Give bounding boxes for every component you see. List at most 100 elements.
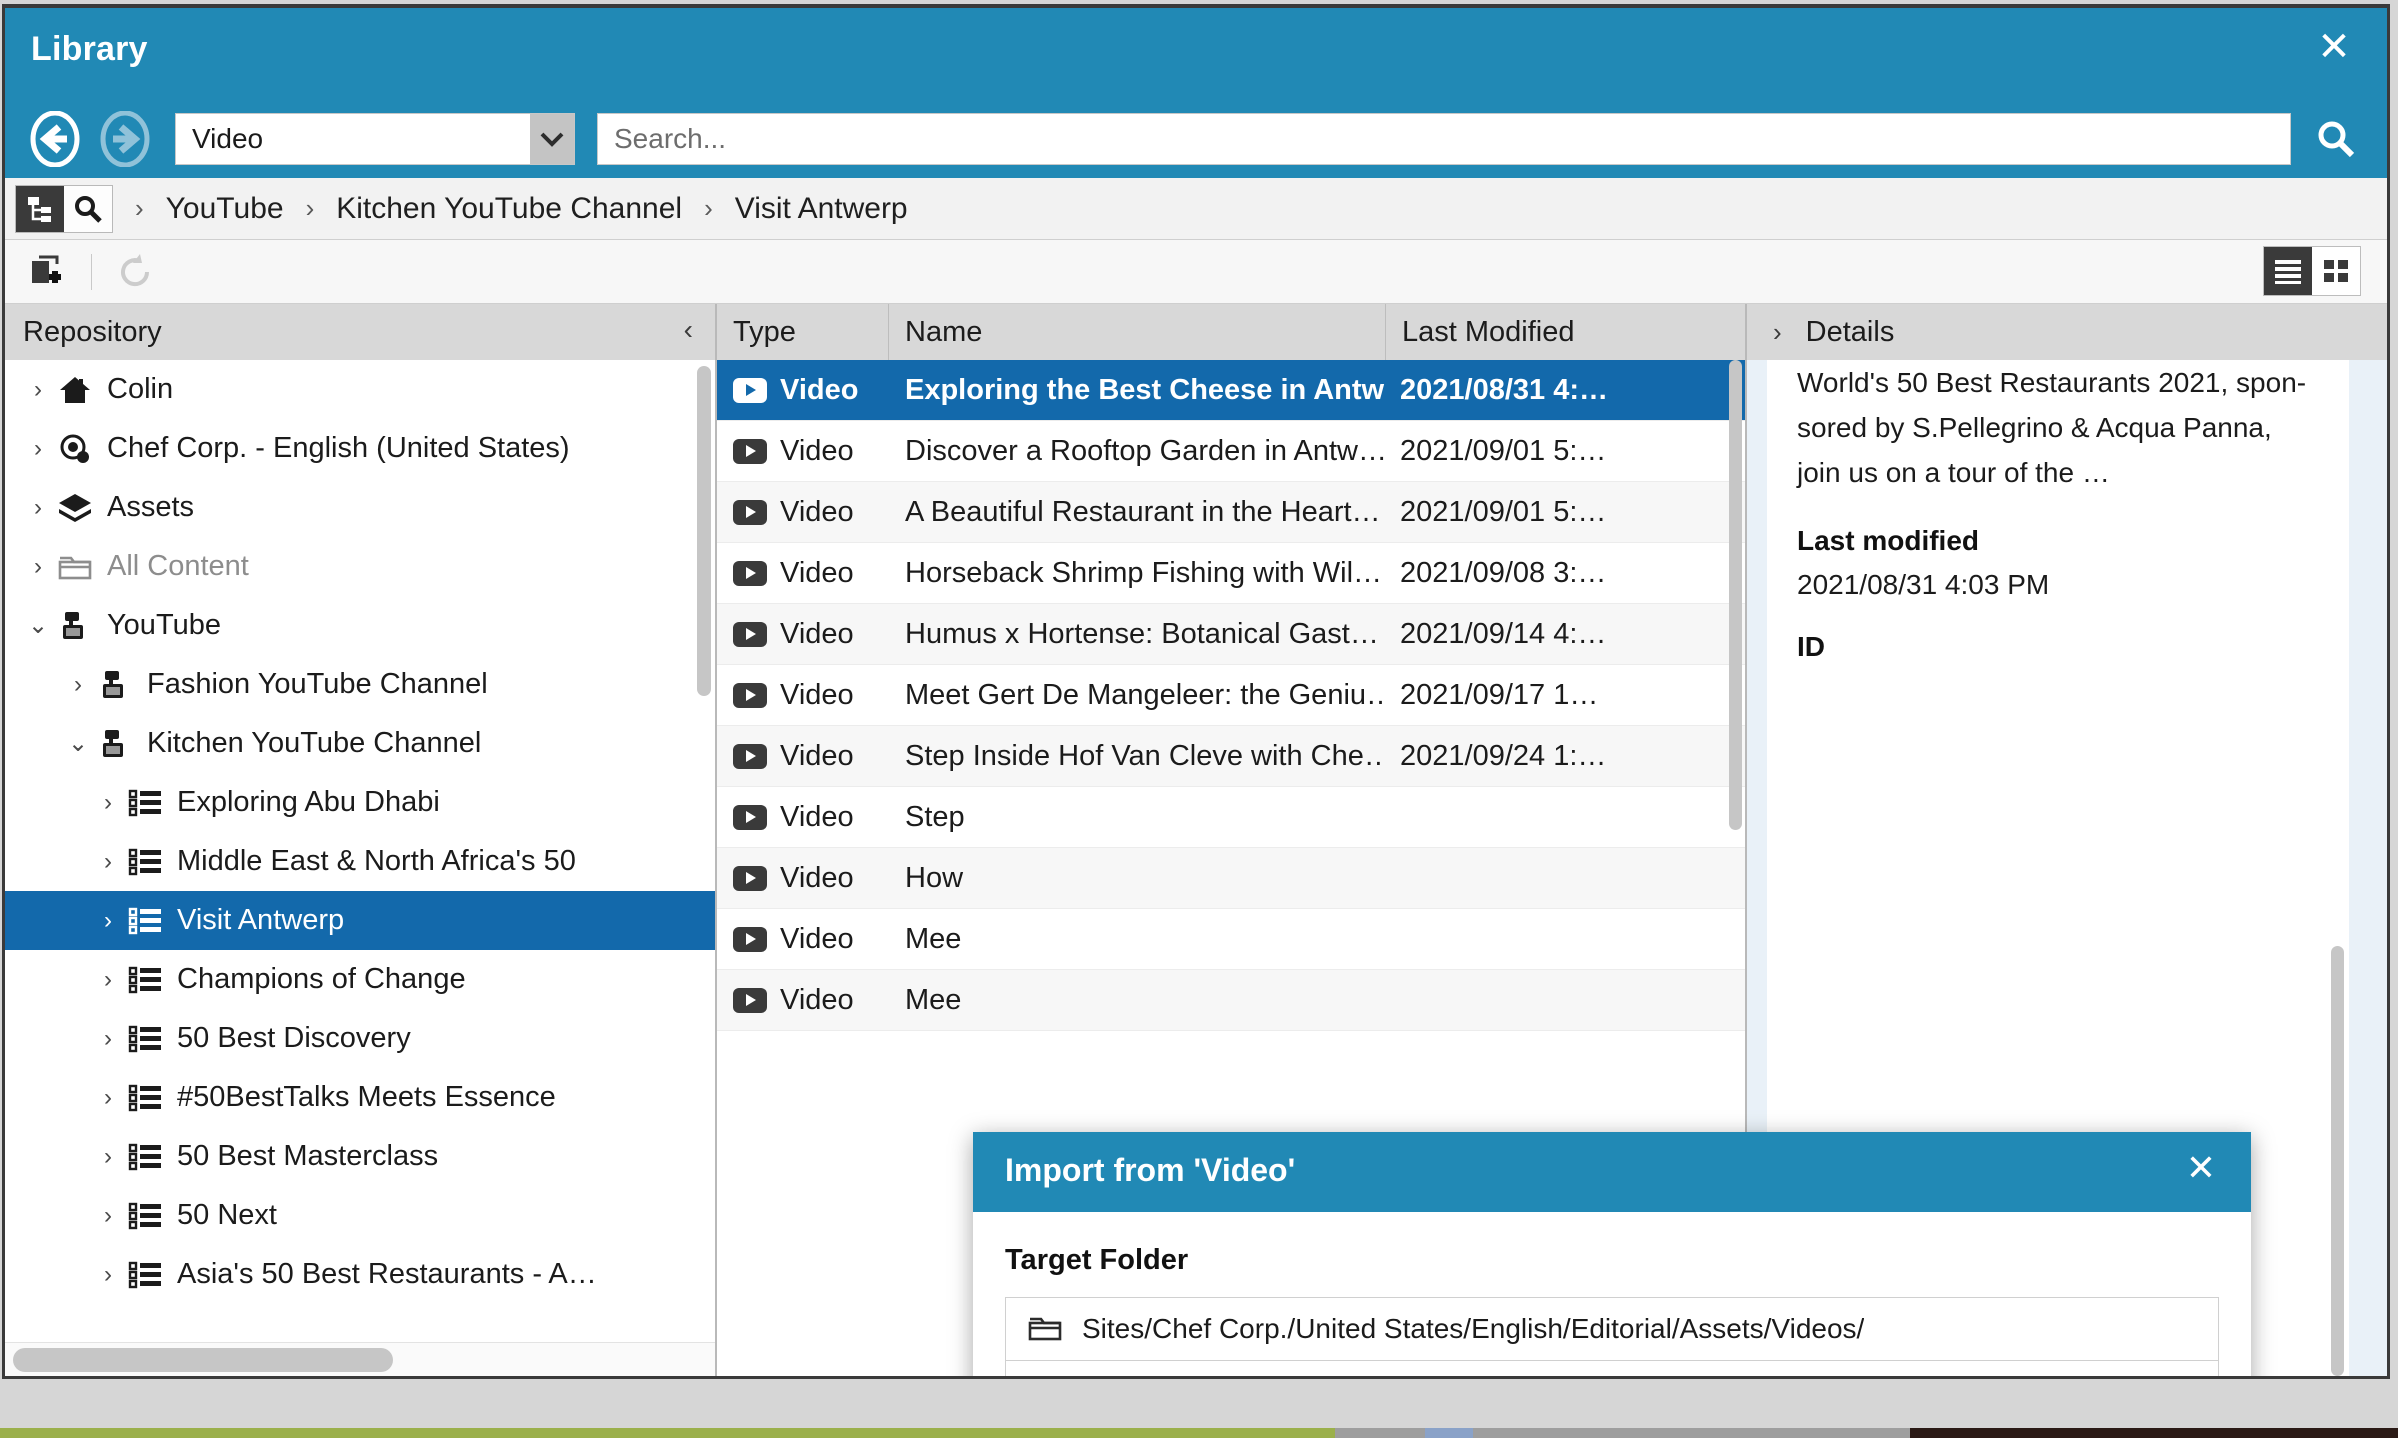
import-dialog-header: Import from 'Video' ✕ <box>973 1132 2251 1212</box>
chevron-down-icon[interactable]: ⌄ <box>27 612 49 639</box>
cell-last-modified-label: 2021/09/24 1:… <box>1400 739 1607 772</box>
cell-last-modified-label: 2021/09/14 4:… <box>1400 617 1607 650</box>
column-header-name[interactable]: Name <box>889 304 1386 360</box>
repository-tree-horizontal-scroll-track[interactable] <box>5 1342 715 1376</box>
table-row[interactable]: Video Step <box>717 787 1745 848</box>
table-row[interactable]: Video Meet Gert De Mangeleer: the Geniu… 2… <box>717 665 1745 726</box>
chevron-right-icon[interactable]: › <box>1773 316 1782 347</box>
search-icon[interactable] <box>64 185 112 232</box>
table-row[interactable]: Video Discover a Rooftop Garden in Antw… 2… <box>717 421 1745 482</box>
chevron-right-icon[interactable]: › <box>74 670 82 698</box>
chevron-right-icon[interactable]: › <box>34 434 42 462</box>
import-new-icon[interactable] <box>21 246 73 298</box>
chevron-right-icon[interactable]: › <box>104 965 112 993</box>
action-toolbar <box>5 240 2387 304</box>
target-folder-current[interactable]: Sites/Chef Corp./United States/English/E… <box>1006 1298 2218 1360</box>
tree-node-label: Middle East & North Africa's 50 <box>177 845 576 877</box>
breadcrumb-item-youtube[interactable]: YouTube <box>165 191 284 225</box>
table-row[interactable]: Video Mee <box>717 909 1745 970</box>
details-vertical-scrollbar[interactable] <box>2331 946 2344 1376</box>
file-list-header: Type Name Last Modified <box>717 304 1745 360</box>
tree-node[interactable]: › Middle East & North Africa's 50 <box>5 832 715 891</box>
tree-node[interactable]: › Chef Corp. - English (United States) <box>5 419 715 478</box>
file-list-vertical-scrollbar[interactable] <box>1729 360 1742 830</box>
tree-node[interactable]: › Colin <box>5 360 715 419</box>
details-title: Details <box>1805 315 1895 348</box>
file-list-body[interactable]: Video Exploring the Best Cheese in Antw… 2… <box>717 360 1745 1376</box>
tree-node[interactable]: › Assets <box>5 478 715 537</box>
chevron-left-icon[interactable]: ‹ <box>683 314 693 345</box>
repository-tree-vertical-scrollbar[interactable] <box>697 366 711 696</box>
chevron-right-icon[interactable]: › <box>104 1083 112 1111</box>
breadcrumb-item-kitchen-youtube-channel[interactable]: Kitchen YouTube Channel <box>336 191 683 225</box>
tree-node[interactable]: ⌄ YouTube <box>5 596 715 655</box>
cell-name: Step <box>889 801 1386 834</box>
forward-arrow-icon[interactable] <box>97 111 153 167</box>
cell-name: Meet Gert De Mangeleer: the Geniu… <box>889 679 1386 712</box>
search-icon[interactable] <box>2305 110 2367 168</box>
tree-node[interactable]: ⌄ Kitchen YouTube Channel <box>5 714 715 773</box>
type-select[interactable]: Video <box>175 113 575 165</box>
tree-node[interactable]: › 50 Next <box>5 1186 715 1245</box>
tree-node[interactable]: › Fashion YouTube Channel <box>5 655 715 714</box>
table-row[interactable]: Video Humus x Hortense: Botanical Gast… 20… <box>717 604 1745 665</box>
close-icon[interactable]: ✕ <box>2317 25 2351 69</box>
breadcrumb-separator: › <box>704 193 713 223</box>
cell-last-modified-label: 2021/08/31 4:… <box>1400 373 1608 406</box>
drag-handle-icon[interactable] <box>2162 1372 2198 1376</box>
table-row[interactable]: Video Exploring the Best Cheese in Antw… 2… <box>717 360 1745 421</box>
cell-name-label: Discover a Rooftop Garden in Antw… <box>905 434 1386 467</box>
cell-last-modified-label: 2021/09/08 3:… <box>1400 556 1607 589</box>
table-row[interactable]: Video Step Inside Hof Van Cleve with Che…… <box>717 726 1745 787</box>
column-header-last-modified[interactable]: Last Modified <box>1402 315 1575 348</box>
chevron-right-icon[interactable]: › <box>34 493 42 521</box>
tree-node[interactable]: › Champions of Change <box>5 950 715 1009</box>
chevron-right-icon[interactable]: › <box>104 1260 112 1288</box>
breadcrumb-item-visit-antwerp[interactable]: Visit Antwerp <box>734 191 908 225</box>
search-input[interactable]: Search... <box>597 113 2291 165</box>
chevron-right-icon[interactable]: › <box>104 1142 112 1170</box>
table-row[interactable]: Video How <box>717 848 1745 909</box>
cell-name: Horseback Shrimp Fishing with Wil… <box>889 557 1386 590</box>
chevron-right-icon[interactable]: › <box>104 1024 112 1052</box>
chevron-right-icon[interactable]: › <box>34 375 42 403</box>
chevron-right-icon[interactable]: › <box>34 552 42 580</box>
cell-name-label: Horseback Shrimp Fishing with Wil… <box>905 556 1383 589</box>
table-row[interactable]: Video Horseback Shrimp Fishing with Wil… 2… <box>717 543 1745 604</box>
chevron-right-icon[interactable]: › <box>104 906 112 934</box>
table-row[interactable]: Video A Beautiful Restaurant in the Heart… <box>717 482 1745 543</box>
folder-search-input[interactable]: Type here to search or drag and drop a f… <box>1006 1360 2218 1376</box>
refresh-icon[interactable] <box>110 246 162 298</box>
table-row[interactable]: Video Mee <box>717 970 1745 1031</box>
tree-node[interactable]: › #50BestTalks Meets Essence <box>5 1068 715 1127</box>
tree-node[interactable]: › Visit Antwerp <box>5 891 715 950</box>
globe-user-icon <box>53 433 97 465</box>
cell-type: Video <box>717 374 889 407</box>
taskbar-strip <box>0 1428 2398 1438</box>
tree-node[interactable]: › Exploring Abu Dhabi <box>5 773 715 832</box>
repository-tree[interactable]: › Colin › Chef Corp. - English (United Stat… <box>5 360 715 1342</box>
chevron-right-icon[interactable]: › <box>104 847 112 875</box>
tree-node[interactable]: › Asia's 50 Best Restaurants - A… <box>5 1245 715 1304</box>
tree-view-icon[interactable] <box>16 185 64 232</box>
chevron-down-icon[interactable]: ⌄ <box>67 730 89 757</box>
youtube-icon <box>93 728 137 760</box>
tree-node-label: Colin <box>107 373 174 405</box>
chevron-right-icon[interactable]: › <box>104 1201 112 1229</box>
tree-node-label: Fashion YouTube Channel <box>147 668 488 700</box>
chevron-right-icon[interactable]: › <box>104 788 112 816</box>
back-arrow-icon[interactable] <box>27 111 83 167</box>
list-view-icon[interactable] <box>2264 247 2312 295</box>
details-header: › Details <box>1747 304 2387 360</box>
tree-node[interactable]: › All Content <box>5 537 715 596</box>
cell-name-label: Exploring the Best Cheese in Antw… <box>905 373 1386 406</box>
chevron-down-icon[interactable] <box>530 114 574 164</box>
close-icon[interactable]: ✕ <box>2185 1147 2217 1188</box>
repository-tree-horizontal-scrollbar[interactable] <box>13 1348 393 1372</box>
column-header-type[interactable]: Type <box>717 304 889 360</box>
tree-node[interactable]: › 50 Best Discovery <box>5 1009 715 1068</box>
cell-name: Exploring the Best Cheese in Antw… <box>889 374 1386 407</box>
target-folder-box: Sites/Chef Corp./United States/English/E… <box>1005 1297 2219 1376</box>
tree-node[interactable]: › 50 Best Masterclass <box>5 1127 715 1186</box>
grid-view-icon[interactable] <box>2312 247 2360 295</box>
